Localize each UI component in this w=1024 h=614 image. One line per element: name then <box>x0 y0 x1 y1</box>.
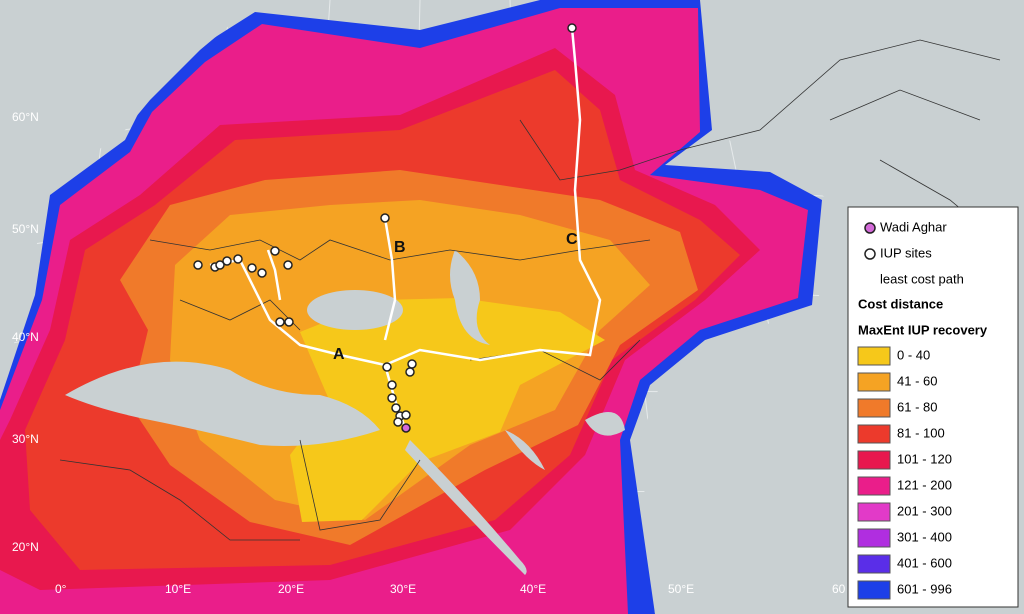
legend-label: least cost path <box>880 271 964 286</box>
latitude-label: 40°N <box>12 330 39 344</box>
legend-label: 0 - 40 <box>897 347 930 362</box>
path-label: B <box>394 239 406 256</box>
legend-marker <box>864 248 876 260</box>
longitude-label: 60 <box>832 582 846 596</box>
legend-swatch <box>857 476 891 496</box>
iup-sites <box>193 23 577 433</box>
legend-heading: Cost distance <box>858 296 943 311</box>
legend-heading: MaxEnt IUP recovery <box>858 322 988 337</box>
longitude-label: 0° <box>55 582 67 596</box>
legend-swatch <box>857 528 891 548</box>
longitude-label: 40°E <box>520 582 546 596</box>
legend-swatch <box>857 398 891 418</box>
legend-swatch <box>857 372 891 392</box>
legend-swatch <box>857 424 891 444</box>
legend-label: 121 - 200 <box>897 477 952 492</box>
latitude-label: 30°N <box>12 432 39 446</box>
latitude-label: 60°N <box>12 110 39 124</box>
legend-swatch <box>857 580 891 600</box>
legend-label: 101 - 120 <box>897 451 952 466</box>
least-cost-paths <box>209 27 602 429</box>
path-label: C <box>566 231 578 248</box>
longitude-label: 20°E <box>278 582 304 596</box>
legend-label: Wadi Aghar <box>880 219 947 234</box>
legend-label: 401 - 600 <box>897 555 952 570</box>
wadi-aghar <box>401 423 411 433</box>
legend-label: 301 - 400 <box>897 529 952 544</box>
longitude-label: 10°E <box>165 582 191 596</box>
path-label: A <box>333 346 345 363</box>
legend-swatch <box>857 554 891 574</box>
legend-marker <box>864 222 876 234</box>
legend-swatch <box>857 502 891 522</box>
latitude-label: 20°N <box>12 540 39 554</box>
legend-label: 41 - 60 <box>897 373 937 388</box>
longitude-label: 30°E <box>390 582 416 596</box>
legend-label: IUP sites <box>880 245 932 260</box>
legend-swatch <box>857 346 891 366</box>
legend-label: 601 - 996 <box>897 581 952 596</box>
legend-label: 61 - 80 <box>897 399 937 414</box>
legend-label: 81 - 100 <box>897 425 945 440</box>
legend-swatch <box>857 450 891 470</box>
latitude-label: 50°N <box>12 222 39 236</box>
longitude-label: 50°E <box>668 582 694 596</box>
legend-label: 201 - 300 <box>897 503 952 518</box>
